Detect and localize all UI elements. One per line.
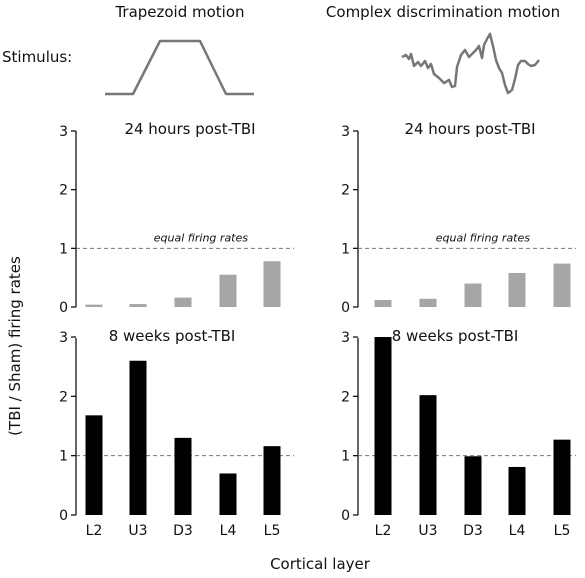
- header-trapezoid: Trapezoid motion: [114, 3, 244, 21]
- panel-title: 24 hours post-TBI: [124, 120, 255, 138]
- y-tick-label: 0: [341, 300, 350, 316]
- y-tick-label: 2: [341, 183, 350, 199]
- bar-u3: [419, 395, 437, 515]
- y-tick-label: 1: [59, 449, 68, 465]
- y-tick-label: 0: [59, 300, 68, 316]
- y-tick-label: 2: [59, 389, 68, 405]
- y-tick-label: 3: [341, 330, 350, 346]
- y-axis-label: (TBI / Sham) firing rates: [6, 256, 24, 436]
- bar-l4: [508, 272, 526, 307]
- bar-u3: [129, 304, 147, 307]
- x-tick-label: L5: [264, 523, 281, 539]
- bar-l5: [553, 263, 571, 307]
- x-tick-label: L4: [509, 523, 526, 539]
- y-tick-label: 3: [341, 124, 350, 140]
- x-tick-label: U3: [128, 523, 147, 539]
- bar-l5: [553, 439, 571, 515]
- panel-title: 8 weeks post-TBI: [109, 327, 236, 345]
- bar-l2: [85, 415, 103, 515]
- y-tick-label: 0: [341, 508, 350, 524]
- y-tick-label: 2: [341, 389, 350, 405]
- bar-d3: [174, 437, 192, 515]
- y-tick-label: 2: [59, 183, 68, 199]
- plot-area: 0 1 2 3 equal firing rates: [341, 124, 576, 316]
- bar-l4: [219, 473, 237, 515]
- bar-l2: [374, 299, 392, 307]
- plot-area: 0 1 2 3 equal firing rates: [59, 124, 294, 316]
- x-tick-label: L2: [86, 523, 103, 539]
- y-tick-label: 1: [341, 449, 350, 465]
- x-axis-label: Cortical layer: [270, 555, 371, 573]
- bar-u3: [419, 298, 437, 307]
- bar-l5: [263, 261, 281, 307]
- y-tick-label: 3: [59, 124, 68, 140]
- bar-l4: [508, 466, 526, 515]
- reference-label: equal firing rates: [154, 231, 248, 244]
- complex-stimulus-trace: [401, 32, 540, 95]
- panel-title: 24 hours post-TBI: [404, 120, 535, 138]
- trapezoid-stimulus-trace: [105, 39, 254, 96]
- x-tick-label: L5: [554, 523, 571, 539]
- x-tick-label: D3: [463, 523, 483, 539]
- bar-u3: [129, 360, 147, 515]
- y-tick-label: 3: [59, 330, 68, 346]
- y-tick-label: 1: [59, 241, 68, 257]
- plot-area: 0 1 2 3 L2 U3 D3 L4 L5: [59, 330, 294, 539]
- panel-top-right: 24 hours post-TBI 0 1 2 3 equal firing rates: [341, 120, 576, 316]
- bar-d3: [464, 283, 482, 307]
- bar-l5: [263, 446, 281, 515]
- plot-area: 0 1 2 3 L2 U3 D3 L4 L5: [341, 330, 576, 539]
- y-tick-label: 1: [341, 241, 350, 257]
- bar-d3: [464, 456, 482, 515]
- panel-bottom-right: 8 weeks post-TBI 0 1 2 3 L2 U3 D3 L4 L5: [341, 327, 576, 539]
- stimulus-label: Stimulus:: [2, 48, 72, 66]
- panel-title: 8 weeks post-TBI: [392, 327, 519, 345]
- bar-l2: [85, 304, 103, 307]
- panel-top-left: 24 hours post-TBI 0 1 2 3 equal firing rates: [59, 120, 294, 316]
- panel-bottom-left: 8 weeks post-TBI 0 1 2 3 L2 U3 D3 L4 L5: [59, 327, 294, 539]
- bar-l2: [374, 337, 392, 515]
- y-tick-label: 0: [59, 508, 68, 524]
- header-complex: Complex discrimination motion: [326, 3, 560, 21]
- reference-label: equal firing rates: [436, 231, 530, 244]
- x-tick-label: L4: [220, 523, 237, 539]
- bar-d3: [174, 297, 192, 307]
- x-tick-label: D3: [173, 523, 193, 539]
- bar-l4: [219, 274, 237, 307]
- x-tick-label: U3: [418, 523, 437, 539]
- x-tick-label: L2: [375, 523, 392, 539]
